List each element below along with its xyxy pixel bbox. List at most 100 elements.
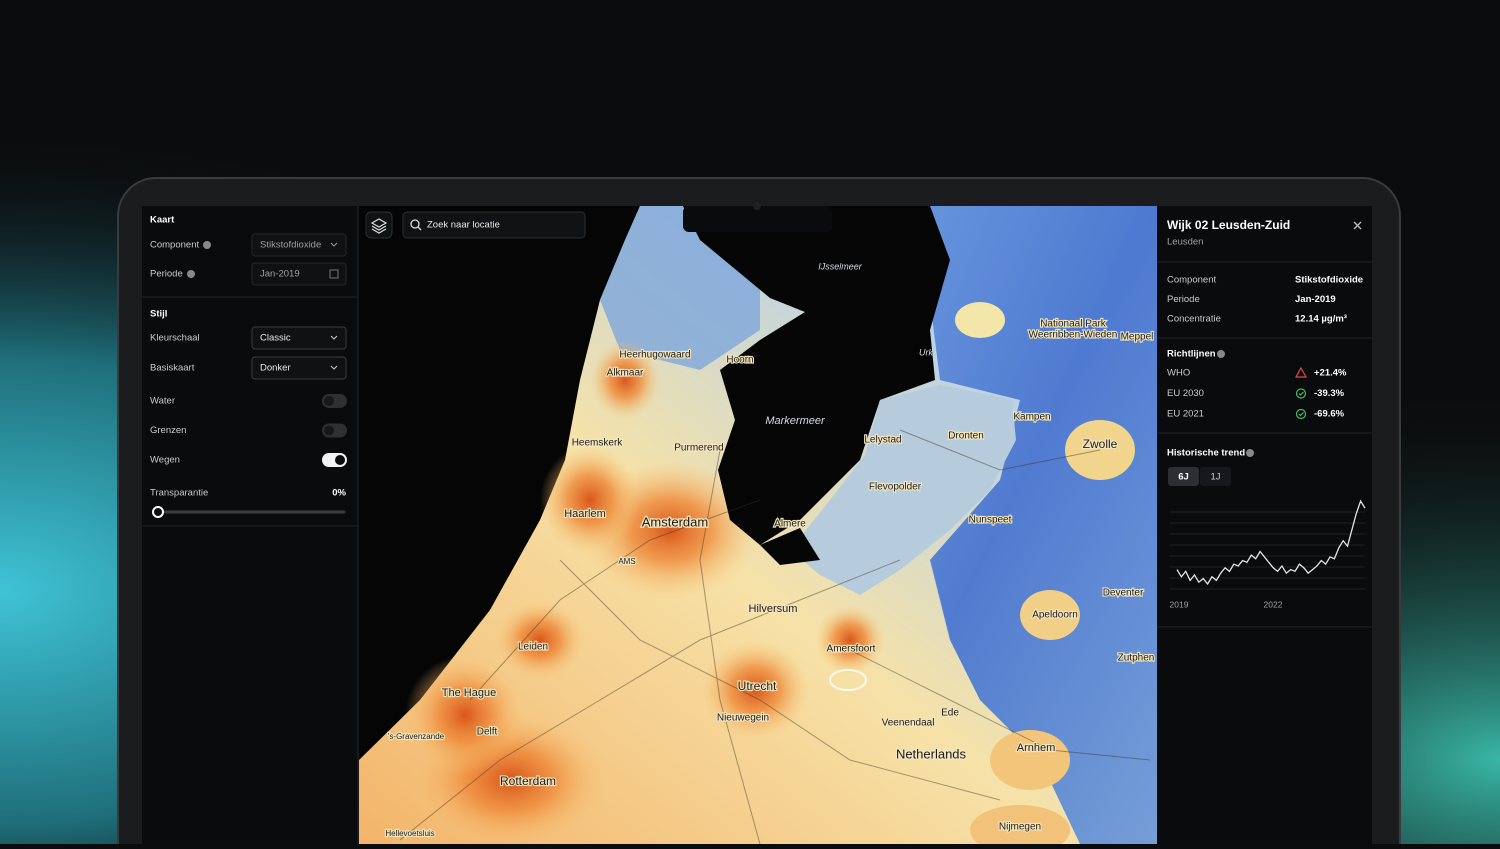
map-label: Leiden [518,642,548,653]
lake [760,528,820,565]
x-tick-label: 2019 [1170,599,1189,609]
guideline-label: EU 2021 [1167,409,1204,420]
map-label: Haarlem [564,508,606,520]
select-value: Stikstofdioxide [260,240,321,251]
road [399,429,1151,844]
guideline-label: WHO [1167,368,1190,379]
lake [683,206,950,545]
map-label: Nationaal Park [1040,319,1107,330]
town-area [970,805,1070,844]
row-label: Concentratie [1167,314,1221,325]
row-value: Stikstofdioxide [1295,275,1363,286]
map-label: Almere [774,519,806,530]
search-placeholder: Zoek naar locatie [427,220,500,231]
map-label: Nieuwegein [717,713,769,724]
map-label: Hilversum [749,603,798,615]
info-icon[interactable] [1217,350,1225,358]
camera-notch [683,206,832,232]
select-value: Donker [260,363,291,374]
map-label: Veenendaal [882,718,935,729]
map-label: Dronten [948,431,984,442]
period-select[interactable] [251,262,347,286]
detail-rows: Component Stikstofdioxide Periode Jan-2019 C… [1167,275,1363,325]
search-icon [417,226,422,231]
map[interactable]: IJsselmeer Heerhugowaard Alkmaar Hoorn U… [359,206,1157,844]
close-button[interactable] [1353,221,1362,230]
hotspot [700,640,810,740]
town-area [1065,420,1135,480]
flevoland [790,385,1016,595]
hotspot [815,605,885,675]
map-label: Amersfoort [827,644,876,655]
town-area [955,302,1005,338]
map-label: Nunspeet [969,515,1012,526]
range-buttons: 6J 1J [1168,467,1231,486]
hotspot [540,445,640,555]
map-label: Meppel [1121,332,1154,343]
map-label: Zutphen [1118,653,1155,664]
toggle-knob [324,396,334,406]
ok-icon [1298,391,1304,396]
map-label: Weerribben-Wieden [1029,330,1118,341]
low-region [840,206,1157,844]
map-label: Hellevoetsluis [385,829,434,838]
map-label: Heerhugowaard [619,350,690,361]
slider-thumb[interactable] [152,506,164,518]
layers-icon [370,218,388,234]
select-value: Classic [260,333,291,344]
search-box[interactable] [402,211,586,239]
map-label: Netherlands [896,746,967,761]
chevron [330,335,338,340]
selection-outline [829,669,867,691]
town-area [1020,590,1080,640]
map-label: Nijmegen [999,822,1041,833]
toggle-list: Water Grenzen Wegen [150,394,347,467]
trend-line [1176,499,1366,586]
x-tick-label: 2022 [1264,599,1283,609]
row-label: Periode [1167,294,1200,305]
map-label: Kampen [1013,412,1050,423]
camera [753,202,761,210]
basemap-select[interactable] [251,356,347,380]
map-label: Hoorn [726,355,753,366]
range-button[interactable] [1168,467,1199,486]
row-value: 12.14 µg/m³ [1295,314,1347,325]
map-label: Deventer [1103,588,1144,599]
info-icon[interactable] [1246,449,1254,457]
map-label: Markermeer [765,415,826,427]
component-select[interactable] [251,233,347,257]
info-icon[interactable] [187,270,195,278]
map-label: Heemskerk [572,438,624,449]
guideline-label: EU 2030 [1167,388,1204,399]
map-label: Arnhem [1017,742,1056,754]
map-label: Ede [941,708,959,719]
field-label: Basiskaart [150,363,195,374]
select-value: Jan-2019 [260,269,300,280]
map-label: AMS [618,557,635,566]
field-label: Transparantie [150,488,208,499]
layers-button[interactable] [365,211,393,239]
map-label: The Hague [442,687,496,699]
map-label: Amsterdam [642,514,708,529]
map-label: Delft [477,727,498,738]
calendar-icon [329,269,339,279]
row-value: Jan-2019 [1295,294,1336,305]
toggle-label: Wegen [150,455,180,466]
map-label: Alkmaar [607,368,644,379]
field-label: Component [150,240,199,251]
ok-icon [1298,412,1304,417]
ok-icon [1295,408,1307,420]
map-label: Flevopolder [869,482,922,493]
guideline-value: -69.6% [1314,409,1345,420]
info-icon[interactable] [203,241,211,249]
map-label: Urk [919,347,933,357]
field-label: Periode [150,269,183,280]
range-button[interactable] [1200,467,1231,486]
field-value: 0% [332,488,346,499]
guideline-value: -39.3% [1314,388,1345,399]
section-title: Richtlijnen [1167,349,1216,360]
color-scale-select[interactable] [251,326,347,350]
detail-subtitle: Leusden [1167,237,1203,248]
field-label: Kleurschaal [150,333,200,344]
